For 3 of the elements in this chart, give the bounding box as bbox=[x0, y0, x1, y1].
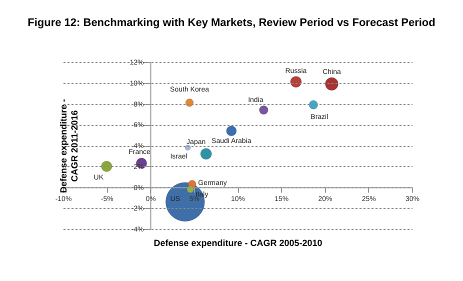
x-axis-title: Defense expenditure - CAGR 2005-2010 bbox=[154, 238, 322, 248]
y-axis-title: Defense expenditure - CAGR 2011-2016 bbox=[58, 98, 80, 194]
chart-title: Figure 12: Benchmarking with Key Markets, Review Period vs Forecast Period bbox=[28, 17, 436, 29]
